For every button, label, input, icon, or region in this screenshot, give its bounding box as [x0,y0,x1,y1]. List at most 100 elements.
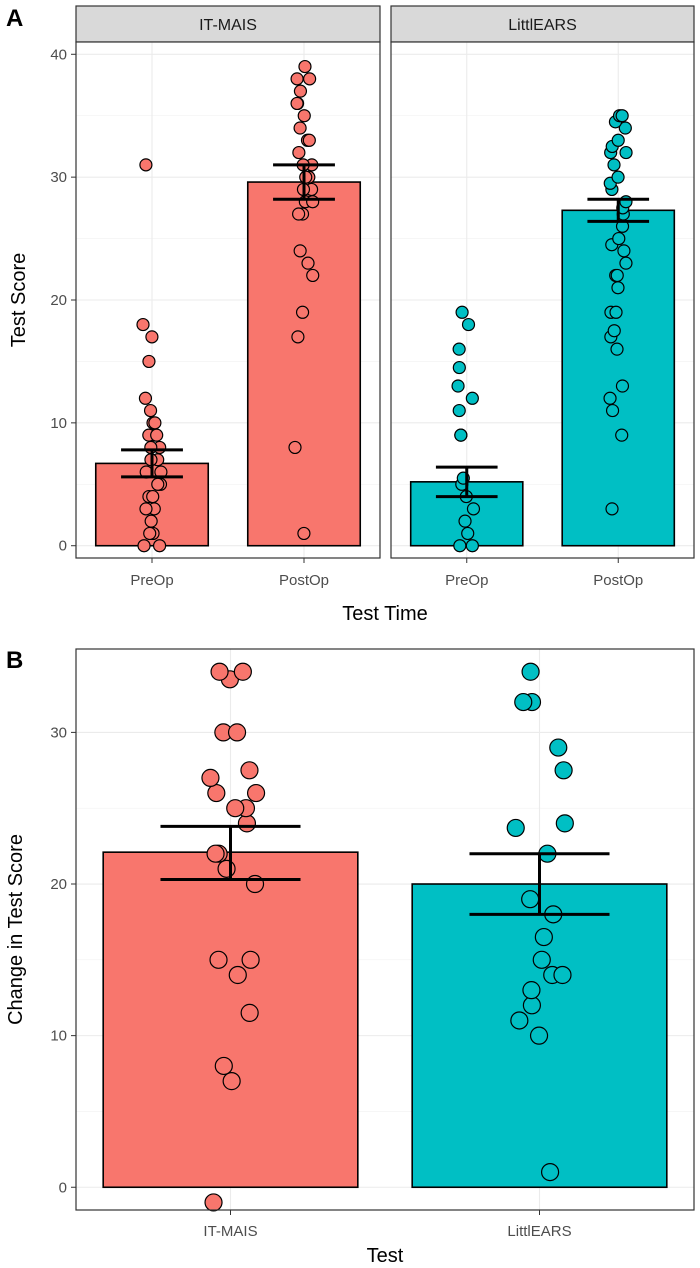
data-point [290,72,304,86]
data-point [143,526,157,541]
x-tick-label: PreOp [130,572,173,589]
data-point [521,890,540,909]
data-point [295,305,310,319]
data-point [207,783,226,803]
data-point [240,1003,259,1022]
data-point [138,391,153,405]
data-point [522,996,542,1015]
chart-panel-b: IT-MAIS LittlEARS 0 10 20 30 Test Change in Tes… [5,648,695,1267]
data-point [461,317,476,332]
y-tick-label: 30 [50,169,67,186]
data-point [521,662,540,681]
y-tick-label: 30 [50,724,67,741]
data-point [201,768,220,787]
data-point [298,59,312,74]
panel-b-letter: B [6,647,23,674]
x-axis-title: Test Time [342,603,428,625]
data-point [228,965,247,985]
data-point [619,256,633,270]
data-point [306,195,320,209]
data-point [145,330,159,344]
data-point [306,268,320,283]
data-point [466,502,481,516]
data-point [144,514,158,528]
panel-border [75,648,695,1211]
data-point [607,324,621,338]
data-point [540,1162,560,1182]
data-point [612,231,626,246]
data-point [452,403,466,418]
data-point [206,844,225,863]
data-point [465,539,479,553]
data-point [615,379,630,393]
data-point [136,317,150,332]
y-tick-label: 10 [50,1028,67,1045]
data-point [233,662,252,681]
x-axis-title: Test [367,1245,404,1267]
data-point [246,783,266,803]
facet-littlears: LittlEARS PreOp PostOp [390,5,695,589]
data-point [148,416,162,430]
data-point [611,133,625,147]
data-point [455,305,469,319]
data-point [451,379,465,393]
data-point [227,723,247,742]
data-point [292,145,306,160]
data-point [293,84,308,98]
y-axis-title: Test Score [8,253,30,347]
data-point [150,428,164,442]
data-point [611,170,625,184]
data-point [609,305,623,319]
data-point [458,514,472,528]
data-point [611,281,625,295]
data-point [605,502,619,516]
data-point [553,965,572,985]
y-tick-label: 0 [59,1179,67,1196]
data-point [615,428,629,442]
bar [102,851,359,1189]
data-point [510,1011,529,1030]
data-point [555,814,574,833]
data-point [529,1026,549,1045]
y-tick-label: 0 [59,538,67,555]
data-point [461,526,475,541]
data-point [301,256,315,270]
data-point [143,403,158,418]
data-point [137,539,151,553]
panel-a-letter: A [6,5,23,32]
data-point [222,1072,241,1091]
data-point [210,662,229,681]
x-tick-label: PostOp [279,572,329,589]
bar [561,209,676,547]
data-point [603,391,617,405]
y-tick-label: 20 [50,292,67,309]
data-point [534,927,553,947]
data-point [454,428,468,442]
data-point [453,539,467,553]
data-point [152,539,167,553]
data-point [299,170,313,184]
data-point [618,121,632,135]
data-point [291,330,305,344]
facet-strip-label: LittlEARS [508,17,576,34]
x-tick-label: PostOp [593,572,643,589]
data-point [615,109,629,123]
data-point [506,818,525,838]
data-point [605,403,620,418]
panel-border [390,41,695,559]
y-axis-title: Change in Test Score [5,834,27,1025]
bar [246,181,362,547]
data-point [554,761,573,780]
data-point [209,950,228,969]
data-point [297,109,311,123]
data-point [288,440,302,455]
data-point [452,342,466,356]
data-point [240,761,259,780]
y-tick-label: 20 [50,876,67,893]
chart-panel-a: IT-MAIS PreOp PostOp LittlEARS PreOp PostOp 0 1… [8,5,695,625]
data-point [607,158,621,172]
data-point [139,158,153,172]
facet-itmais: IT-MAIS PreOp PostOp [75,5,381,589]
facet-strip [75,5,381,43]
